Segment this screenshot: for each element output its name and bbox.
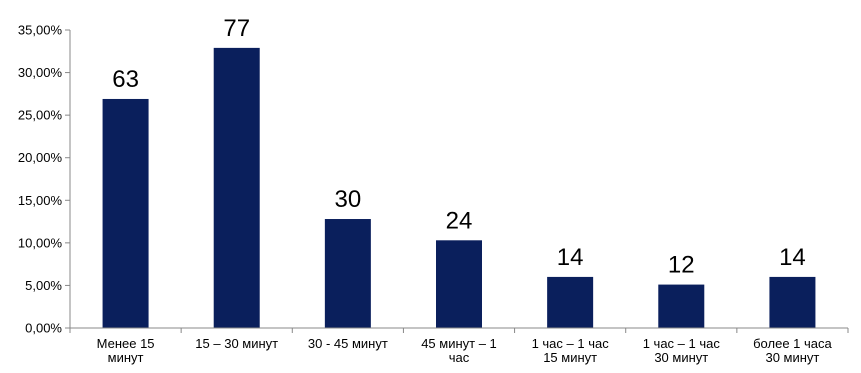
category-label-line: 30 минут (654, 350, 708, 365)
bars (102, 47, 816, 328)
category-label-line: 15 минут (543, 350, 597, 365)
category-label: Менее 15 минут (97, 336, 155, 365)
category-label: 30 - 45 минут (308, 336, 388, 351)
category-label-line: 30 - 45 минут (308, 336, 388, 351)
bar (213, 47, 260, 328)
category-label: 1 час – 1 час 30 минут (643, 336, 721, 365)
y-tick-label: 30,00% (18, 65, 63, 80)
y-tick-label: 35,00% (18, 23, 63, 38)
category-label: 45 минут – 1 час (421, 336, 497, 365)
data-label: 30 (335, 186, 362, 213)
category-label-line: Менее 15 (97, 336, 155, 351)
data-labels: 63 77 30 24 14 12 14 (112, 15, 806, 279)
category-label-line: 1 час – 1 час (643, 336, 721, 351)
category-label: более 1 часа 30 минут (753, 336, 832, 365)
y-tick-label: 20,00% (18, 150, 63, 165)
data-label: 63 (112, 66, 139, 93)
category-label: 15 – 30 минут (195, 336, 278, 351)
bar (102, 98, 149, 328)
y-tick-label: 5,00% (25, 278, 62, 293)
y-tick-label: 25,00% (18, 108, 63, 123)
y-tick-label: 10,00% (18, 235, 63, 250)
category-label-line: час (449, 350, 470, 365)
bar (436, 240, 482, 328)
category-label-line: 15 – 30 минут (195, 336, 278, 351)
category-label: 1 час – 1 час 15 минут (532, 336, 610, 365)
bar (658, 284, 705, 328)
y-tick-label: 15,00% (18, 193, 63, 208)
data-label: 14 (779, 244, 806, 271)
data-label: 24 (446, 207, 473, 234)
category-label-line: 1 час – 1 час (532, 336, 610, 351)
category-label-line: 30 минут (765, 350, 819, 365)
data-label: 14 (557, 244, 584, 271)
data-label: 12 (668, 252, 695, 279)
y-tick-label: 0,00% (25, 321, 62, 336)
category-label-line: минут (108, 350, 144, 365)
category-label-line: 45 минут – 1 (421, 336, 497, 351)
data-label: 77 (223, 15, 250, 42)
bar (324, 219, 371, 328)
y-axis: 0,00% 5,00% 10,00% 15,00% 20,00% 25,00% 30,00%… (18, 23, 71, 336)
bar (547, 276, 594, 328)
bar (769, 276, 816, 328)
x-axis: Менее 15 минут 15 – 30 минут 30 - 45 минут 4… (69, 327, 849, 365)
category-label-line: более 1 часа (753, 336, 832, 351)
